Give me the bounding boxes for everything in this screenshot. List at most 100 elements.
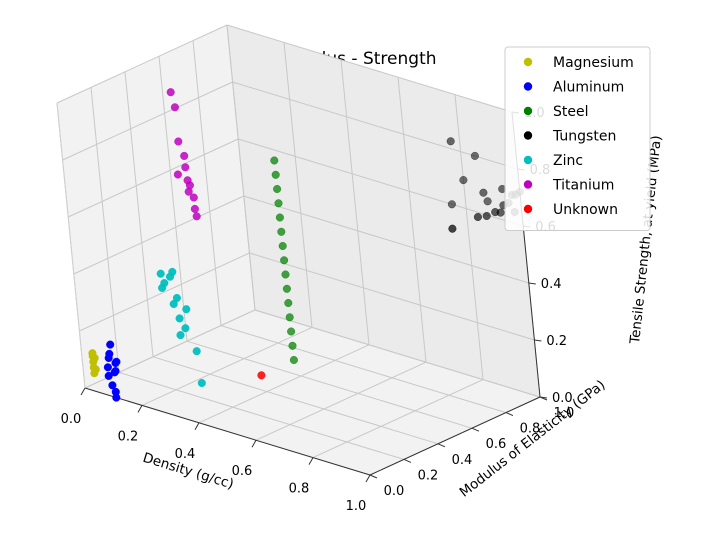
grid-line	[73, 195, 245, 275]
grid-line	[124, 71, 154, 357]
back-pane	[227, 25, 540, 397]
x-tick-label: 1.0	[346, 499, 367, 514]
grid-line	[226, 24, 256, 311]
data-point-aluminum	[106, 340, 115, 349]
data-point-zinc	[192, 347, 201, 356]
y-tick-label: 1.0	[554, 406, 575, 421]
grid-line	[192, 40, 222, 326]
data-point-steel	[281, 270, 290, 279]
grid-line	[249, 252, 535, 341]
x-tick-mark	[137, 405, 143, 413]
grid-line	[90, 87, 120, 373]
y-tick-label: 0.8	[520, 422, 541, 437]
data-point-steel	[285, 313, 294, 322]
data-point-steel	[273, 184, 282, 194]
grid-line	[220, 325, 507, 414]
x-tick-mark	[251, 439, 257, 448]
z-tick-label: 0.0	[552, 391, 573, 406]
data-point-aluminum	[112, 357, 121, 366]
x-tick-mark	[308, 457, 314, 465]
data-point-zinc	[172, 293, 181, 303]
grid-line	[454, 94, 484, 380]
data-point-titanium	[166, 88, 175, 97]
x-tick-label: 0.2	[118, 429, 139, 444]
data-point-aluminum	[108, 381, 117, 390]
x-tick-label: 0.8	[289, 482, 310, 497]
pane-edge	[56, 102, 86, 389]
legend-marker	[523, 180, 533, 189]
y-tick-mark	[505, 412, 514, 417]
data-point-tungsten	[491, 208, 500, 217]
grid-line	[198, 344, 370, 424]
data-point-aluminum	[112, 393, 121, 402]
x-tick-mark	[365, 474, 371, 483]
y-tick-label: 0.6	[486, 437, 507, 452]
legend: Magnesium Aluminum Steel Tungsten Zinc Titani…	[504, 46, 651, 231]
data-point-magnesium	[88, 349, 97, 358]
x-tick-label: 0.4	[175, 447, 196, 462]
data-point-titanium	[174, 137, 183, 146]
data-point-steel	[280, 256, 289, 265]
legend-marker	[523, 57, 533, 67]
y-tick-label: 0.2	[418, 468, 439, 483]
grid-line	[67, 138, 239, 218]
y-tick-mark	[369, 474, 378, 479]
grid-line	[186, 340, 473, 429]
data-point-steel	[275, 213, 284, 222]
data-point-steel	[274, 199, 283, 208]
grid-line	[238, 138, 524, 227]
data-point-unknown	[257, 371, 266, 380]
data-point-aluminum	[105, 349, 114, 358]
legend-label: Aluminum	[553, 80, 624, 96]
legend-marker	[523, 131, 533, 140]
data-point-tungsten	[447, 200, 456, 209]
data-point-zinc	[181, 324, 190, 333]
y-tick-label: 0.0	[384, 484, 405, 499]
z-tick-label: 0.2	[546, 334, 567, 349]
z-tick-label: 0.4	[541, 277, 562, 292]
data-point-zinc	[197, 378, 206, 388]
y-axis-line	[369, 396, 541, 476]
data-point-steel	[287, 327, 296, 336]
data-point-steel	[270, 156, 279, 165]
data-point-steel	[289, 355, 298, 365]
grid-line	[340, 59, 370, 345]
z-tick-mark	[528, 282, 536, 285]
data-point-steel	[278, 241, 287, 251]
x-tick-label: 0.0	[61, 412, 82, 427]
data-point-titanium	[173, 170, 182, 179]
grid-line	[283, 42, 313, 328]
data-point-titanium	[192, 212, 201, 221]
grid-line	[232, 81, 518, 170]
x-tick-mark	[80, 387, 86, 396]
data-point-titanium	[184, 187, 193, 196]
data-point-titanium	[170, 103, 179, 112]
legend-box	[504, 46, 651, 231]
grid-line	[56, 24, 228, 104]
data-point-zinc	[175, 314, 184, 323]
x-axis-line	[84, 387, 371, 476]
legend-label: Magnesium	[553, 55, 634, 71]
y-tick-mark	[471, 427, 480, 432]
legend-label: Zinc	[553, 153, 583, 169]
z-tick-mark	[539, 396, 548, 399]
data-point-tungsten	[483, 197, 492, 206]
grid-line	[255, 361, 427, 441]
data-point-steel	[271, 170, 280, 179]
x-tick-mark	[194, 422, 200, 431]
data-point-tungsten	[470, 151, 479, 160]
z-tick-mark	[534, 339, 542, 342]
y-tick-mark	[403, 458, 412, 463]
data-point-zinc	[176, 331, 185, 340]
data-point-steel	[284, 298, 293, 308]
legend-marker	[523, 155, 533, 165]
data-point-aluminum	[111, 367, 120, 376]
data-point-tungsten	[482, 211, 491, 221]
data-point-steel	[288, 341, 297, 350]
grid-line	[226, 24, 513, 113]
legend-marker	[523, 204, 533, 214]
grid-line	[118, 371, 405, 460]
data-point-titanium	[181, 163, 190, 172]
legend-label: Unknown	[553, 202, 618, 218]
